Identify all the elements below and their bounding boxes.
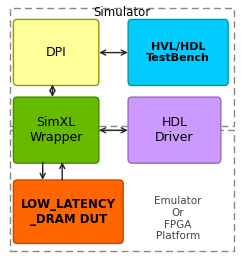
Text: HDL
Driver: HDL Driver [155, 116, 194, 144]
FancyBboxPatch shape [128, 19, 228, 85]
Text: HVL/HDL
TestBench: HVL/HDL TestBench [146, 42, 210, 63]
Text: SimXL
Wrapper: SimXL Wrapper [30, 116, 83, 144]
FancyBboxPatch shape [128, 97, 221, 163]
Bar [10, 130, 234, 251]
Text: Simulator: Simulator [93, 6, 151, 19]
Bar [10, 8, 234, 126]
FancyBboxPatch shape [13, 19, 99, 85]
FancyBboxPatch shape [13, 180, 123, 243]
Text: LOW_LATENCY
_DRAM DUT: LOW_LATENCY _DRAM DUT [21, 198, 116, 226]
Text: DPI: DPI [46, 46, 67, 59]
FancyBboxPatch shape [13, 97, 99, 163]
Text: Emulator
Or
FPGA
Platform: Emulator Or FPGA Platform [154, 197, 202, 241]
